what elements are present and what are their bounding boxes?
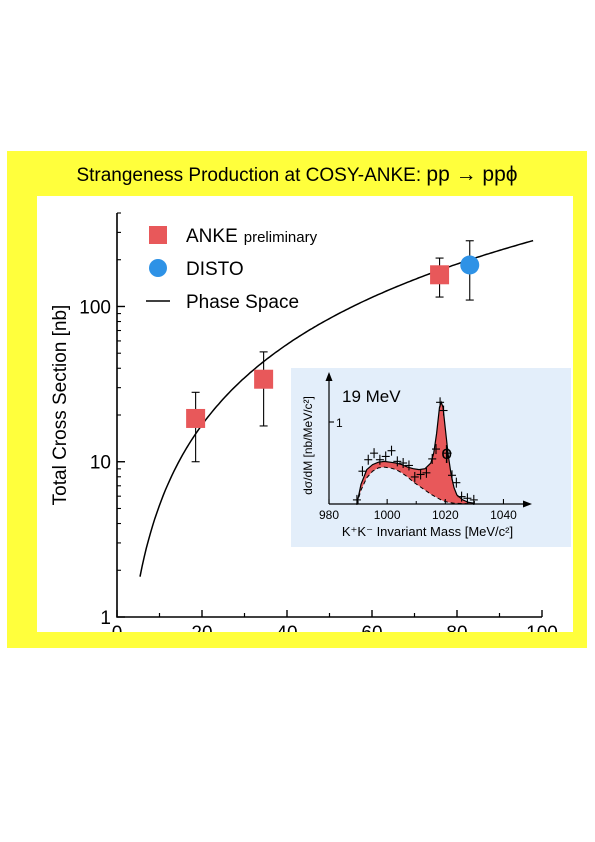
inset-y-tick-label: 1 <box>336 416 343 430</box>
phi-peak-label: ϕ <box>441 443 452 464</box>
x-tick-label: 100 <box>526 623 558 632</box>
legend-disto-marker <box>149 259 167 277</box>
anke-data-point <box>186 408 206 428</box>
legend-label-anke: ANKE preliminary <box>186 226 318 247</box>
inset-x-tick-label: 1040 <box>490 508 517 522</box>
cross-section-chart: 020406080100Excess Energy [MeV]110100Tot… <box>50 212 571 665</box>
anke-data-point <box>430 265 450 285</box>
disto-data-point <box>460 255 480 275</box>
inset-y-axis-arrow <box>325 372 333 381</box>
inset-x-axis-arrow <box>523 500 532 508</box>
inset-x-tick-label: 980 <box>319 508 339 522</box>
x-tick-label: 20 <box>191 623 212 632</box>
inset-background <box>291 368 571 547</box>
inset-x-tick-label: 1000 <box>374 508 401 522</box>
anke-data-point <box>254 369 274 389</box>
inset-energy-annotation: 19 MeV <box>342 387 401 406</box>
title-reaction: pp → ppϕ <box>426 163 518 186</box>
x-tick-label: 40 <box>276 623 297 632</box>
y-axis-label: Total Cross Section [nb] <box>50 305 71 506</box>
y-tick-label: 10 <box>90 453 111 474</box>
legend-sublabel: preliminary <box>244 229 318 246</box>
legend-anke-marker <box>149 226 167 244</box>
legend-label-phase_space: Phase Space <box>186 292 299 313</box>
poster-frame: Strangeness Production at COSY-ANKE: pp … <box>7 151 587 665</box>
inset-y-axis-label: dσ/dM [nb/MeV/c²] <box>301 396 315 495</box>
y-tick-label: 100 <box>79 297 111 318</box>
inset-x-tick-label: 1020 <box>432 508 459 522</box>
inset-background-curve <box>356 466 475 505</box>
y-tick-label: 1 <box>100 608 111 629</box>
legend-label-disto: DISTO <box>186 259 244 280</box>
inset-chart: 980 1000 1020 1040 1 K⁺K⁻ Invariant Mass [MeV… <box>291 368 571 547</box>
title-text: Strangeness Production at COSY-ANKE: <box>76 165 422 186</box>
x-tick-label: 80 <box>446 623 467 632</box>
x-tick-label: 0 <box>112 623 123 632</box>
plot-panel: 020406080100Excess Energy [MeV]110100Tot… <box>37 196 573 665</box>
x-tick-label: 60 <box>361 623 382 632</box>
inset-x-axis-label: K⁺K⁻ Invariant Mass [MeV/c²] <box>342 524 513 539</box>
poster-title: Strangeness Production at COSY-ANKE: pp … <box>7 163 587 187</box>
